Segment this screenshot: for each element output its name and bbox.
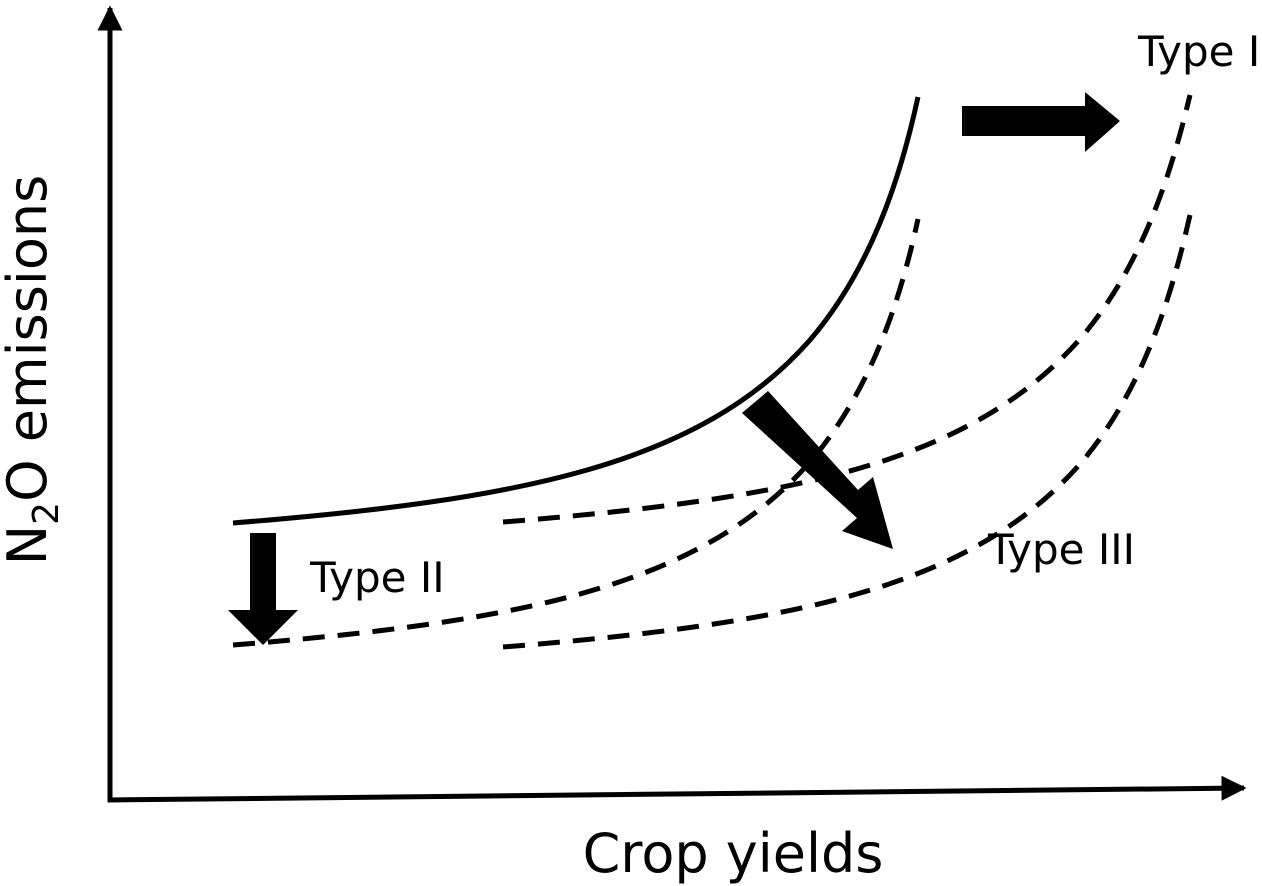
type-1-label: Type I — [1137, 27, 1260, 76]
type-2-arrow — [228, 533, 298, 645]
type-2-curve — [232, 218, 921, 648]
y-axis-label: N2O emissions — [0, 175, 67, 565]
type-2-label: Type II — [309, 553, 445, 602]
y-label-subscript: 2 — [26, 502, 67, 525]
y-label-suffix: O emissions — [0, 175, 59, 502]
type-1-arrow — [962, 92, 1120, 152]
type-3-arrow — [742, 391, 893, 549]
x-axis — [107, 775, 1247, 803]
baseline-curve — [232, 96, 921, 526]
x-axis-label: Crop yields — [583, 822, 884, 885]
type-3-curve — [502, 214, 1193, 650]
type-1-curve — [502, 94, 1193, 525]
type-3-label: Type III — [987, 525, 1135, 574]
y-label-prefix: N — [0, 525, 59, 565]
